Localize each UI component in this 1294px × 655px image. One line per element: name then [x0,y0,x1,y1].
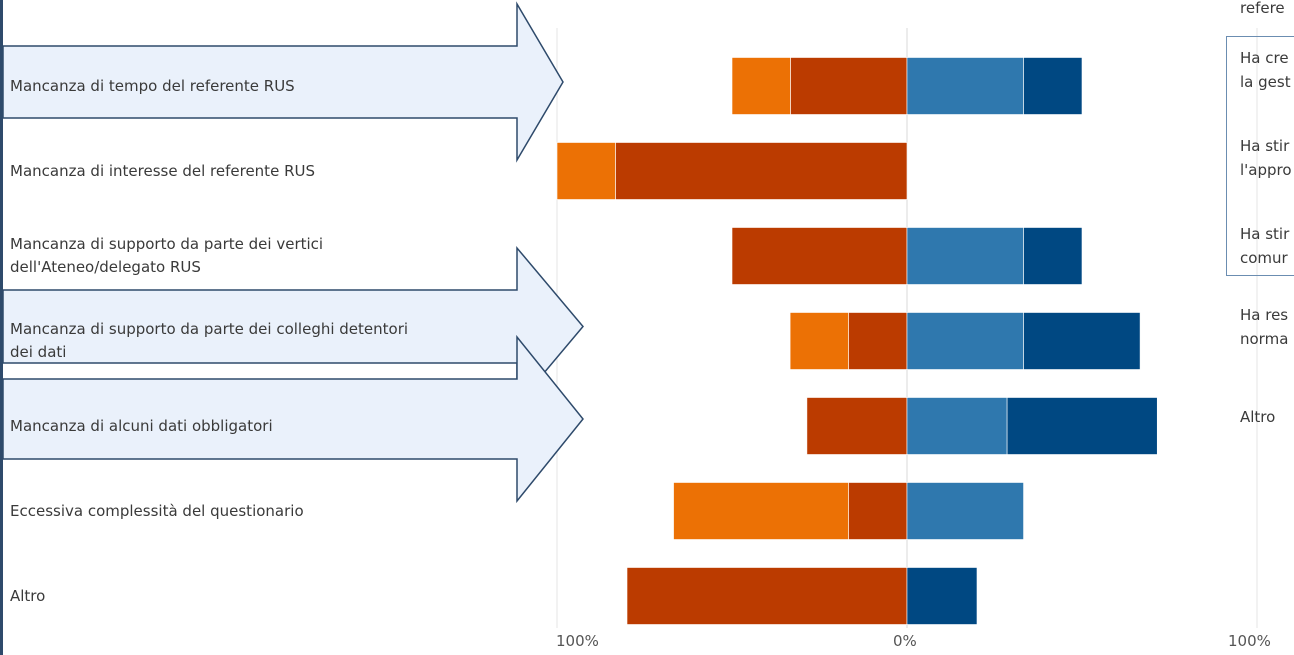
category-label-line: dell'Ateneo/delegato RUS [10,258,201,276]
category-label-line: Mancanza di supporto da parte dei vertic… [10,235,324,253]
bar-row1-seg0 [615,142,908,200]
bar-row2-seg3 [1023,227,1083,285]
right-panel-item: Ha res norma [1240,303,1288,351]
category-label: Mancanza di tempo del referente RUS [10,75,540,98]
right-panel-line: Ha res [1240,306,1289,324]
category-label: Mancanza di alcuni dati obbligatori [10,415,540,438]
bar-row0-seg2 [906,57,1024,115]
right-panel-line: Altro [1240,408,1276,426]
bar-row3-seg2 [906,312,1024,370]
bar-row6-seg3 [906,567,978,625]
right-panel-line: norma [1240,330,1289,348]
right-panel-line: Ha stir [1240,137,1290,155]
bar-row6-seg0 [626,567,908,625]
category-label-line: Mancanza di tempo del referente RUS [10,76,295,95]
bar-row5-seg1 [673,482,849,540]
x-tick-label: 100% [556,632,599,650]
bar-row4-seg2 [906,397,1008,455]
category-label-line: Mancanza di alcuni dati obbligatori [10,416,273,435]
right-panel-line: Ha cre [1240,49,1289,67]
right-panel-item: Ha stir comur [1240,222,1289,270]
right-panel-item: Ha stir l'appro [1240,134,1292,182]
right-panel-item: Altro [1240,405,1275,429]
category-label-line: Eccessiva complessità del questionario [10,501,304,520]
arrow-callout-1 [2,245,584,408]
arrow-callout-2 [2,334,584,504]
bar-row0-seg1 [731,57,791,115]
bar-row3-seg0 [848,312,908,370]
bar-row0-seg0 [790,57,908,115]
category-label: Mancanza di supporto da parte dei vertic… [10,233,540,279]
right-panel-line: comur [1240,249,1288,267]
category-label-line: Mancanza di interesse del referente RUS [10,161,315,180]
category-label: Altro [10,585,540,608]
category-label: Mancanza di supporto da parte dei colleg… [10,318,540,364]
category-label-line: dei dati [10,343,67,361]
arrow-callout-0 [2,1,564,163]
category-label: Mancanza di interesse del referente RUS [10,160,540,183]
category-label: Eccessiva complessità del questionario [10,500,540,523]
right-panel-highlight-box [1226,36,1294,276]
left-border [0,0,3,655]
right-panel-item: refere [1240,0,1285,20]
x-tick-label: 100% [1228,632,1271,650]
bar-row0-seg3 [1023,57,1083,115]
bar-row4-seg3 [1006,397,1158,455]
right-panel-line: refere [1240,0,1285,17]
bar-row2-seg2 [906,227,1024,285]
x-tick-label: 0% [893,632,917,650]
right-panel-item: Ha cre la gest [1240,46,1291,94]
bar-row3-seg1 [789,312,849,370]
bar-row2-seg0 [731,227,908,285]
bar-row5-seg0 [848,482,908,540]
category-label-line: Altro [10,586,46,605]
right-panel-line: Ha stir [1240,225,1290,243]
bar-row3-seg3 [1023,312,1141,370]
right-panel-line: l'appro [1240,161,1292,179]
bar-row5-seg2 [906,482,1024,540]
right-panel-line: la gest [1240,73,1291,91]
category-label-line: Mancanza di supporto da parte dei colleg… [10,320,409,338]
bar-row1-seg1 [556,142,616,200]
bar-row4-seg0 [806,397,908,455]
